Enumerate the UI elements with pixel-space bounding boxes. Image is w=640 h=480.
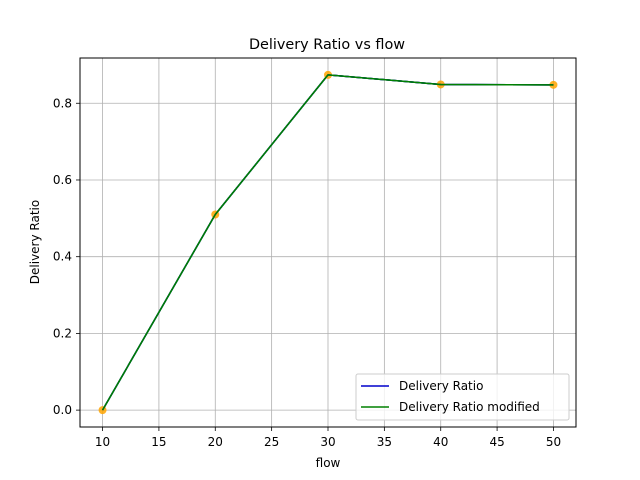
legend-label: Delivery Ratio	[399, 379, 483, 393]
x-tick-label: 45	[489, 435, 504, 449]
x-tick-label: 25	[264, 435, 279, 449]
x-tick-label: 40	[433, 435, 448, 449]
x-tick-label: 15	[151, 435, 166, 449]
x-tick-label: 20	[208, 435, 223, 449]
x-tick-label: 50	[546, 435, 561, 449]
legend-box	[355, 373, 570, 421]
x-axis-ticks: 10 15 20 25 30 35 40 45 50	[95, 427, 561, 449]
y-tick-label: 0.4	[53, 250, 72, 264]
x-tick-label: 35	[377, 435, 392, 449]
x-tick-label: 10	[95, 435, 110, 449]
series-line-overlay-2	[101, 74, 554, 411]
y-tick-label: 0.0	[53, 403, 72, 417]
y-tick-label: 0.6	[53, 173, 72, 187]
legend-label: Delivery Ratio modified	[399, 400, 540, 414]
y-axis-label: Delivery Ratio	[28, 200, 42, 284]
y-axis-ticks: 0.0 0.2 0.4 0.6 0.8	[53, 96, 80, 417]
chart-title: Delivery Ratio vs flow	[249, 37, 405, 53]
y-tick-label: 0.8	[53, 96, 72, 110]
y-tick-label: 0.2	[53, 326, 72, 340]
data-points	[98, 70, 558, 415]
legend: Delivery Ratio Delivery Ratio modified	[355, 373, 570, 421]
x-tick-label: 30	[320, 435, 335, 449]
x-axis-label: flow	[316, 456, 341, 470]
grid	[80, 58, 576, 427]
